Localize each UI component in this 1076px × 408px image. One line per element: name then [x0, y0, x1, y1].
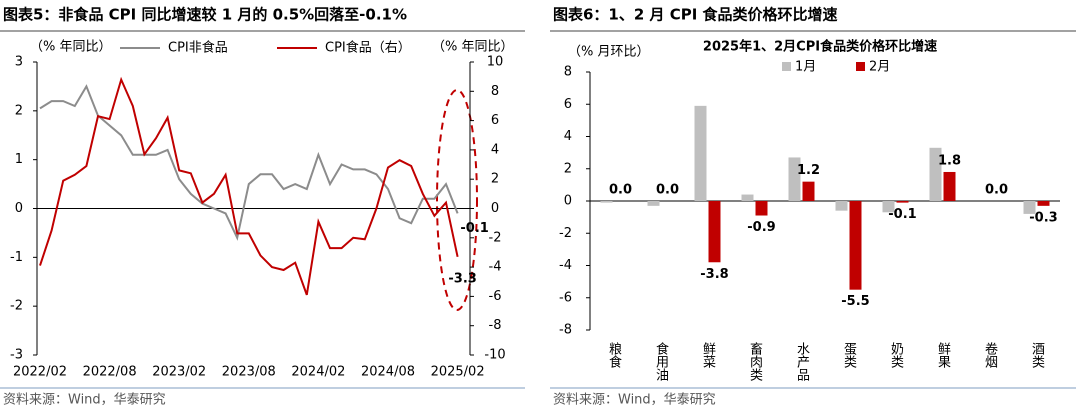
data-label: -0.3: [1029, 210, 1057, 225]
y2-tick-label: -10: [484, 348, 505, 363]
x-tick-label: 2022/02: [13, 365, 67, 380]
y2-tick-label: 10: [487, 55, 504, 70]
data-label: -0.1: [888, 207, 916, 222]
x-tick-label: 鲜果: [935, 342, 951, 368]
y2-tick-label: -2: [489, 230, 502, 245]
bar: [708, 201, 721, 263]
x-tick-label: 水产品: [794, 342, 810, 381]
data-label: 1.8: [938, 153, 961, 168]
y-tick-label: -1: [10, 250, 23, 265]
x-tick-label: 食用油: [653, 341, 669, 381]
y-tick-label: -8: [559, 323, 572, 338]
x-tick-label: 2024/02: [291, 365, 345, 380]
x-tick-label: 2023/02: [152, 365, 206, 380]
bar: [647, 201, 660, 206]
y2-tick-label: -6: [489, 289, 502, 304]
y-tick-label: 1: [15, 152, 23, 167]
data-label: 0.0: [609, 183, 632, 198]
bar: [600, 201, 613, 203]
data-label: 1.2: [797, 163, 820, 178]
x-tick-label: 蛋类: [841, 342, 857, 368]
y2-tick-label: -4: [489, 260, 502, 275]
y-axis-label: （% 年同比）: [30, 40, 112, 55]
bar: [882, 201, 895, 213]
x-tick-label: 2024/08: [361, 365, 415, 380]
bar: [1037, 201, 1050, 206]
bar: [694, 105, 707, 201]
y-tick-label: 3: [15, 55, 23, 70]
source: 资料来源：Wind，华泰研究: [553, 393, 716, 408]
x-tick-label: 2022/08: [83, 365, 137, 380]
data-label: 0.0: [656, 183, 679, 198]
x-tick-label: 卷烟: [982, 341, 998, 368]
y-tick-label: 8: [564, 65, 572, 80]
y-tick-label: 6: [564, 97, 572, 112]
chart-title: 图表6：1、2 月 CPI 食品类价格环比增速: [553, 6, 838, 24]
y-tick-label: -2: [559, 226, 572, 241]
bar: [755, 201, 768, 216]
bar: [929, 147, 942, 201]
y2-tick-label: 2: [491, 172, 499, 187]
x-tick-label: 酒类: [1029, 342, 1045, 368]
bar: [788, 157, 801, 201]
bar: [741, 194, 754, 201]
x-tick-label: 奶类: [888, 342, 904, 368]
y-tick-label: -3: [10, 348, 23, 363]
x-tick-label: 粮食: [606, 342, 622, 368]
chart-title: 图表5：非食品 CPI 同比增速较 1 月的 0.5%回落至-0.1%: [3, 6, 407, 24]
legend-label: CPI食品（右）: [325, 40, 411, 56]
y-tick-label: 0: [564, 194, 572, 209]
data-label: 0.0: [985, 183, 1008, 198]
y-tick-label: 0: [15, 201, 23, 216]
source: 资料来源：Wind，华泰研究: [3, 393, 166, 408]
data-label: -0.1: [460, 221, 488, 236]
y2-tick-label: 0: [491, 201, 499, 216]
bar: [1023, 201, 1036, 214]
legend-label: CPI非食品: [168, 40, 228, 56]
y-tick-label: 2: [15, 103, 23, 118]
y-axis-label: （% 月环比）: [568, 45, 650, 60]
data-label: -3.3: [448, 271, 476, 286]
legend-swatch: [782, 62, 791, 71]
series-line: [39, 84, 459, 241]
y-tick-label: -6: [559, 290, 572, 305]
x-tick-label: 鲜菜: [700, 342, 716, 368]
y2-tick-label: 6: [491, 113, 499, 128]
legend-label: 1月: [795, 60, 816, 75]
bar: [849, 201, 862, 290]
legend-swatch: [856, 62, 865, 71]
bar: [896, 201, 909, 203]
y-tick-label: 4: [564, 129, 572, 144]
bar: [802, 181, 815, 201]
data-label: -0.9: [747, 220, 775, 235]
x-tick-label: 畜肉类: [747, 341, 763, 381]
y-tick-label: -4: [559, 258, 572, 273]
y2-tick-label: 8: [491, 84, 499, 99]
data-label: -5.5: [841, 294, 869, 309]
y-tick-label: -2: [10, 299, 23, 314]
chart-subtitle: 2025年1、2月CPI食品类价格环比增速: [703, 39, 937, 55]
data-label: -3.8: [700, 267, 728, 282]
series-line: [39, 76, 459, 296]
bar: [835, 201, 848, 211]
bar: [943, 171, 956, 201]
y2-axis-label: （% 年同比）: [432, 40, 514, 55]
x-tick-label: 2025/02: [431, 365, 485, 380]
x-tick-label: 2023/08: [222, 365, 276, 380]
highlight-ellipse: [436, 89, 478, 311]
legend-label: 2月: [869, 60, 890, 75]
y2-tick-label: 4: [491, 142, 499, 157]
y2-tick-label: -8: [489, 318, 502, 333]
y-tick-label: 2: [564, 161, 572, 176]
